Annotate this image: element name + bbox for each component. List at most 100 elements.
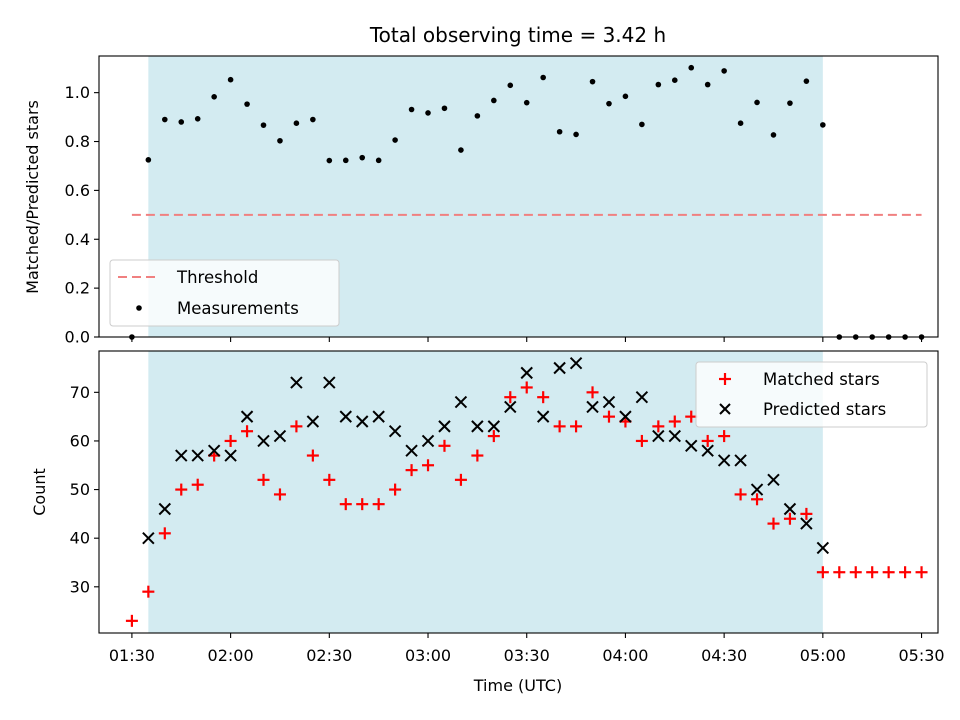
predicted-star-point (421, 434, 435, 448)
y-tick-label: 40 (70, 529, 90, 548)
measurement-point (293, 120, 300, 126)
matched-star-point (866, 566, 879, 579)
matched-star-point (635, 434, 648, 447)
top-x-ticks (131, 337, 923, 342)
measurement-point (277, 137, 283, 144)
count-panel: 30 40 50 60 70 01:30 02:00 02:30 03:00 03:30 04:0… (30, 350, 945, 695)
measurement-point (310, 116, 316, 123)
bottom-x-axis: 01:30 02:00 02:30 03:00 03:30 04:00 04:30 05:00… (109, 633, 945, 665)
predicted-star-point (816, 541, 830, 555)
measurement-point (326, 157, 333, 164)
predicted-star-point (685, 439, 698, 453)
legend-predicted-label: Predicted stars (763, 400, 886, 419)
matched-star-point (356, 498, 369, 511)
matched-star-point (783, 512, 796, 525)
measurement-point (145, 157, 152, 163)
y-tick-label: 0.6 (65, 181, 90, 200)
predicted-star-point (207, 444, 221, 457)
matched-star-point (142, 585, 155, 598)
predicted-star-point (750, 483, 764, 496)
matched-star-point (652, 420, 665, 433)
matched-star-point (570, 420, 583, 433)
predicted-star-point (701, 444, 714, 457)
matched-star-point (290, 420, 303, 433)
chart-title: Total observing time = 3.42 h (369, 23, 666, 47)
measurement-point (754, 99, 760, 106)
matched-star-point (537, 391, 550, 404)
x-tick-label: 03:30 (504, 646, 550, 665)
x-tick-label: 04:00 (602, 646, 648, 665)
matched-star-point (602, 410, 615, 423)
legend-predicted-swatch (719, 403, 731, 415)
x-tick-label: 05:00 (800, 646, 846, 665)
measurement-point (441, 105, 448, 112)
predicted-star-point (356, 415, 369, 428)
predicted-star-point (767, 473, 780, 487)
legend-matched-label: Matched stars (763, 370, 880, 389)
x-tick-label: 05:30 (898, 646, 944, 665)
measurement-point (178, 119, 185, 125)
matched-star-point (487, 430, 500, 443)
predicted-star-point (586, 400, 599, 414)
predicted-star-point (290, 376, 303, 389)
legend-matched-swatch (719, 373, 731, 385)
top-y-axis: 0.0 0.2 0.4 0.6 0.8 1.0 (65, 83, 99, 347)
y-tick-label: 0.0 (65, 328, 90, 347)
predicted-star-point (569, 356, 583, 370)
measurement-point (704, 81, 711, 88)
predicted-star-point (668, 429, 681, 443)
measurement-point (227, 76, 234, 83)
matched-star-point (520, 381, 533, 394)
predicted-star-points (142, 356, 830, 555)
matched-star-point (800, 507, 813, 520)
predicted-star-point (323, 376, 336, 389)
matched-star-point (273, 488, 286, 501)
x-axis-label: Time (UTC) (473, 676, 562, 695)
matched-star-point (767, 517, 780, 530)
predicted-star-point (240, 410, 254, 423)
matched-star-point (701, 434, 714, 447)
predicted-star-point (339, 410, 352, 423)
y-tick-label: 1.0 (65, 83, 90, 102)
measurement-point (655, 81, 662, 88)
predicted-star-point (783, 502, 797, 516)
bottom-legend-box (695, 361, 928, 428)
matched-star-point (718, 430, 731, 443)
measurement-point (375, 157, 382, 164)
measurement-point (540, 74, 546, 81)
matched-star-point (553, 420, 566, 433)
measurement-point (260, 122, 267, 128)
measurement-point (458, 147, 464, 153)
predicted-star-point (273, 429, 287, 443)
matched-star-point (816, 566, 829, 579)
predicted-star-point (553, 361, 566, 375)
x-tick-label: 02:30 (306, 646, 352, 665)
x-tick-label: 01:30 (109, 646, 155, 665)
predicted-star-point (438, 420, 451, 433)
measurement-point (408, 106, 415, 113)
matched-star-point (849, 566, 862, 579)
predicted-star-point (602, 395, 616, 409)
matched-star-point (751, 493, 764, 506)
measurement-point (342, 157, 349, 164)
measurement-point (688, 64, 695, 71)
predicted-star-point (175, 449, 188, 462)
measurement-point (787, 100, 793, 106)
measurement-point (803, 78, 810, 84)
matched-star-point (257, 473, 270, 486)
matched-star-point (586, 386, 599, 399)
matched-star-point (191, 478, 204, 491)
legend-measurements-swatch (136, 305, 142, 311)
x-tick-label: 02:00 (208, 646, 254, 665)
predicted-star-point (619, 410, 632, 423)
predicted-star-point (454, 395, 468, 409)
predicted-star-point (536, 410, 550, 423)
predicted-star-point (388, 425, 402, 438)
measurement-point (589, 78, 596, 85)
predicted-star-point (224, 449, 237, 462)
matched-star-point (454, 473, 467, 486)
predicted-star-point (504, 400, 517, 414)
legend-measurements-label: Measurements (177, 299, 299, 318)
predicted-star-point (734, 454, 747, 467)
